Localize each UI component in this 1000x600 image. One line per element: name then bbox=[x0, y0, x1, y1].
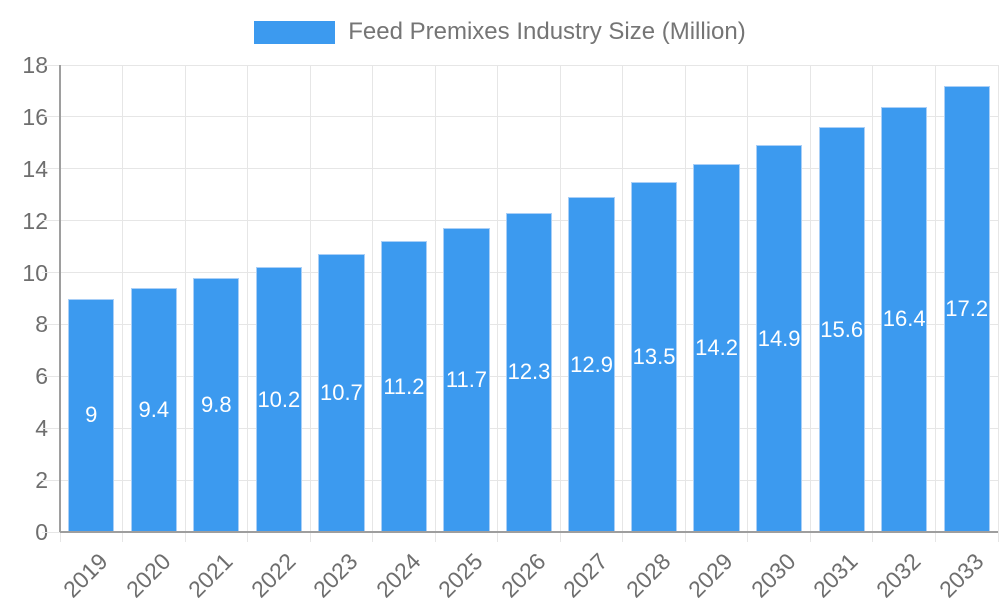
bar-2025 bbox=[443, 228, 490, 532]
gridline-vertical bbox=[997, 65, 999, 542]
bar-2028 bbox=[630, 181, 678, 532]
bar-value-label: 10.2 bbox=[257, 386, 301, 412]
y-axis-tick-label: 14 bbox=[22, 155, 48, 182]
y-axis-tick-label: 18 bbox=[22, 52, 48, 78]
bar-value-label: 11.7 bbox=[445, 367, 488, 393]
x-axis-tick-label: 2030 bbox=[745, 548, 801, 600]
bar-2023 bbox=[318, 254, 365, 532]
y-axis-tick-label: 12 bbox=[22, 207, 48, 234]
gridline-vertical bbox=[622, 65, 624, 542]
gridline-vertical bbox=[747, 65, 749, 542]
gridline-vertical bbox=[372, 65, 374, 542]
gridline-vertical bbox=[684, 65, 686, 542]
gridline-vertical bbox=[184, 65, 186, 542]
x-axis-tick-label: 2026 bbox=[495, 548, 551, 600]
bar-value-label: 16.4 bbox=[882, 306, 926, 332]
bar-value-label: 10.7 bbox=[319, 380, 363, 406]
legend-label: Feed Premixes Industry Size (Million) bbox=[348, 18, 746, 45]
gridline-vertical bbox=[559, 65, 561, 542]
x-axis-tick-label: 2019 bbox=[58, 548, 113, 600]
bar-value-label: 14.2 bbox=[695, 334, 739, 360]
y-axis-labels: 0 2 4 6 8 10 12 14 16 18 bbox=[0, 53, 48, 544]
bar-2024 bbox=[380, 241, 428, 532]
bar-2026 bbox=[505, 212, 553, 532]
gridline-vertical bbox=[247, 65, 249, 542]
x-axis-tick-label: 2022 bbox=[245, 548, 301, 600]
x-axis-tick-label: 2024 bbox=[370, 548, 426, 600]
y-axis-tick-label: 2 bbox=[35, 467, 48, 494]
bar-value-label: 14.9 bbox=[757, 325, 801, 351]
bar-value-label: 9 bbox=[85, 402, 98, 428]
y-axis-tick-label: 8 bbox=[35, 311, 48, 338]
bar-2020 bbox=[130, 288, 177, 532]
bar-2032 bbox=[881, 106, 928, 532]
bar-2031 bbox=[818, 127, 865, 532]
x-axis-tick-label: 2023 bbox=[308, 548, 363, 600]
y-axis-tick-label: 4 bbox=[35, 415, 48, 442]
gridline-vertical bbox=[809, 65, 811, 542]
y-axis-tick-label: 6 bbox=[35, 363, 48, 390]
bar-value-label: 17.2 bbox=[945, 295, 989, 321]
x-axis-tick-label: 2032 bbox=[871, 548, 926, 600]
y-axis-line bbox=[59, 65, 61, 532]
x-axis-tick-label: 2031 bbox=[808, 548, 864, 600]
bar-2021 bbox=[193, 277, 240, 532]
bar-value-label: 11.2 bbox=[383, 373, 425, 399]
gridline-vertical bbox=[497, 65, 499, 542]
legend-item[interactable]: Feed Premixes Industry Size (Million) bbox=[254, 18, 746, 46]
gridline-horizontal bbox=[42, 116, 998, 118]
x-axis-line bbox=[60, 531, 998, 533]
gridline-vertical bbox=[934, 65, 936, 542]
bar-2030 bbox=[755, 145, 803, 532]
x-axis-tick-label: 2028 bbox=[620, 548, 676, 600]
gridline-vertical bbox=[309, 65, 311, 542]
x-axis-labels: 2019 2020 2021 2022 2023 2024 2025 2026 2027 2028… bbox=[58, 546, 998, 600]
x-axis-tick-label: 2029 bbox=[683, 548, 738, 600]
gridline-horizontal bbox=[42, 64, 998, 66]
y-axis-tick-label: 16 bbox=[22, 103, 48, 130]
y-axis-tick-label: 10 bbox=[22, 259, 48, 286]
gridline-vertical bbox=[872, 65, 874, 542]
bar-2022 bbox=[255, 267, 302, 532]
legend-swatch bbox=[254, 20, 336, 44]
x-axis-tick-label: 2027 bbox=[558, 548, 613, 600]
gridline-vertical bbox=[434, 65, 436, 542]
bar-2019 bbox=[68, 298, 115, 532]
bar-value-label: 9.8 bbox=[201, 391, 232, 417]
legend: Feed Premixes Industry Size (Million) bbox=[0, 18, 1000, 46]
plot-area: 9 9.4 9.8 10.2 10.7 11.2 11.7 12.3 12.9 13.5 14.2 1… bbox=[42, 64, 999, 542]
bar-value-label: 12.9 bbox=[570, 351, 613, 377]
gridline-horizontal bbox=[42, 168, 998, 170]
gridline-vertical bbox=[122, 65, 124, 542]
bar-2029 bbox=[693, 163, 740, 532]
x-axis-tick-label: 2033 bbox=[933, 548, 989, 600]
x-axis-tick-label: 2020 bbox=[120, 548, 176, 600]
y-axis-tick-label: 0 bbox=[35, 519, 48, 545]
bar-value-label: 15.6 bbox=[820, 316, 864, 342]
bar-2027 bbox=[568, 197, 615, 532]
bar-value-label: 12.3 bbox=[507, 359, 551, 385]
x-axis-tick-label: 2025 bbox=[433, 548, 488, 600]
bar-value-label: 13.5 bbox=[632, 343, 676, 369]
x-axis-tick-label: 2021 bbox=[183, 548, 238, 600]
bar-2033 bbox=[943, 85, 990, 532]
bar-value-label: 9.4 bbox=[138, 397, 170, 423]
